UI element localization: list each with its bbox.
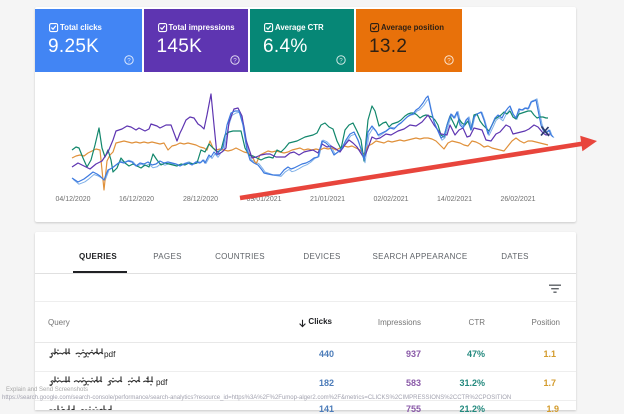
svg-text:?: ?	[233, 57, 237, 64]
svg-text:?: ?	[127, 57, 131, 64]
svg-text:?: ?	[447, 57, 451, 64]
svg-text:?: ?	[339, 57, 343, 64]
